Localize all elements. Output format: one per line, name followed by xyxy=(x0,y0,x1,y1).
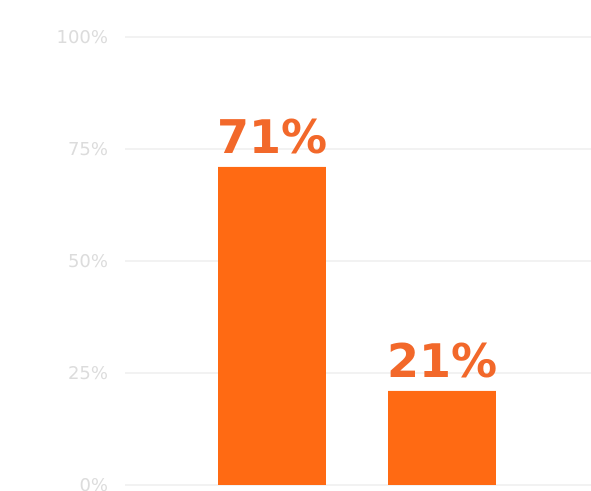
bar xyxy=(388,390,496,485)
bars xyxy=(218,166,496,486)
y-tick-label: 100% xyxy=(57,27,108,48)
y-tick-label: 25% xyxy=(68,363,108,384)
y-tick-label: 75% xyxy=(68,139,108,160)
y-tick-label: 50% xyxy=(68,251,108,272)
data-label: 71% xyxy=(217,110,327,164)
y-tick-label: 0% xyxy=(79,475,108,491)
gridlines xyxy=(125,36,591,486)
y-axis-tick-labels: 0% 25% 50% 75% 100% xyxy=(57,27,108,491)
data-labels: 71% 21% xyxy=(217,110,497,388)
bar xyxy=(218,166,326,486)
data-label: 21% xyxy=(387,334,497,388)
